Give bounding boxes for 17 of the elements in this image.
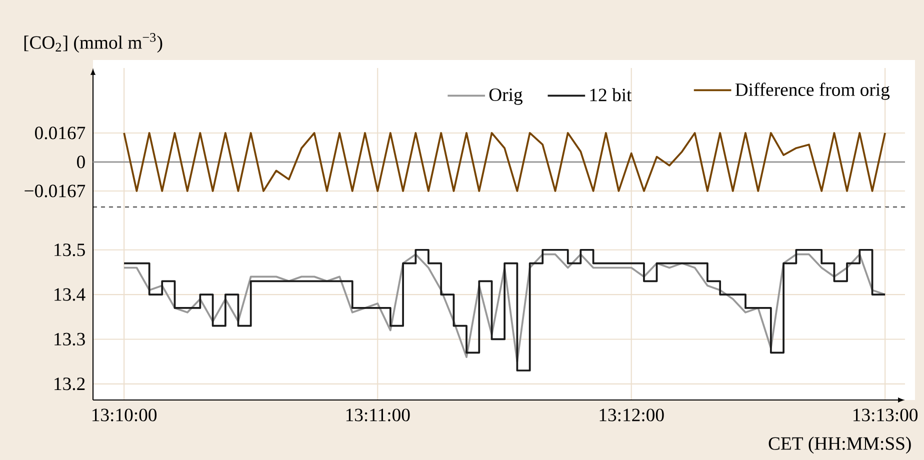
x-tick-label: 13:11:00: [346, 408, 410, 422]
legend-label: Orig: [489, 88, 522, 105]
y-tick-label: 13.3: [54, 332, 85, 346]
x-tick-label: 13:12:00: [600, 408, 664, 422]
y-tick-label: 13.2: [54, 378, 85, 390]
y-tick-label: 13.4: [54, 288, 86, 301]
x-tick-label: 13:13:00: [854, 408, 918, 422]
y-tick-label: 13.5: [54, 244, 85, 256]
legend-label: 12 bit: [590, 88, 632, 102]
y-axis-title: [CO$_{2}$] (mmol m$^{−3}$): [24, 33, 162, 53]
y-tick-label: 0.0167: [35, 126, 86, 140]
line-series: [123, 132, 886, 192]
legend-label: Difference from orig: [735, 82, 890, 100]
y-tick-label: −0.0167: [24, 184, 86, 198]
y-tick-label: 0: [77, 156, 85, 168]
x-axis-title: CET (HH:MM:SS): [768, 436, 911, 454]
x-tick-label: 13:10:00: [92, 408, 157, 422]
